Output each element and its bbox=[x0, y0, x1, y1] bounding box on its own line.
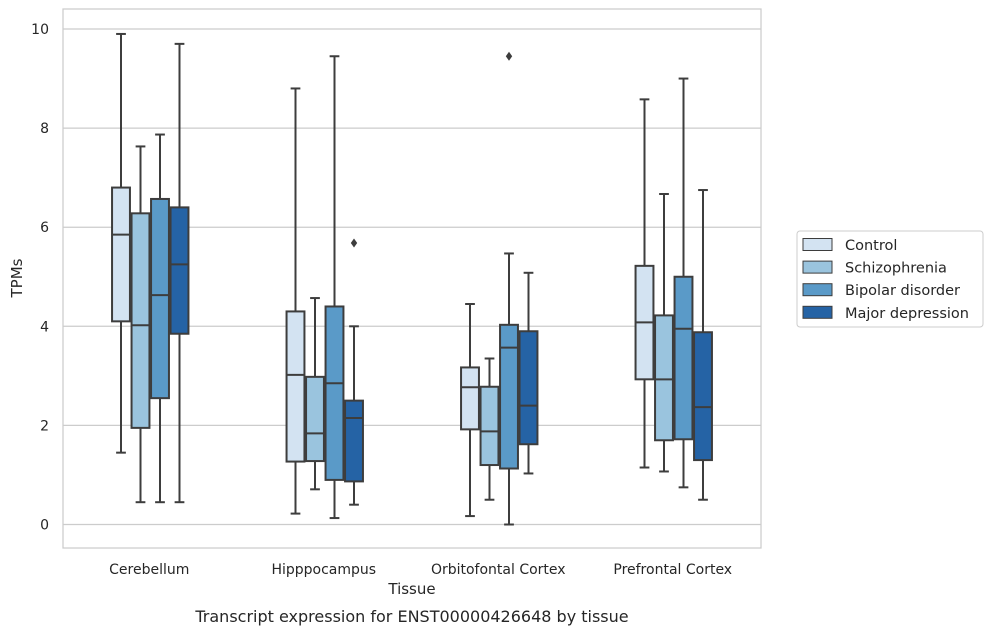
box-body bbox=[499, 323, 519, 470]
box-control bbox=[634, 98, 655, 469]
box-bipolar-disorder bbox=[324, 55, 345, 520]
legend-label: Major depression bbox=[845, 306, 969, 322]
box-body bbox=[305, 375, 325, 463]
y-tick-label: 8 bbox=[40, 121, 49, 137]
box-major-depression bbox=[693, 189, 713, 501]
chart-caption: Transcript expression for ENST0000042664… bbox=[194, 607, 628, 626]
box-schizophrenia bbox=[305, 297, 325, 491]
box-body bbox=[169, 206, 190, 335]
x-tick-labels: Cerebellum Hipppocampus Orbitofontal Corte… bbox=[109, 562, 732, 578]
box-body bbox=[518, 330, 539, 446]
box-body bbox=[654, 314, 674, 442]
box-bipolar-disorder bbox=[150, 133, 170, 504]
box-body bbox=[285, 310, 306, 463]
box-body bbox=[344, 399, 364, 483]
box-body bbox=[111, 186, 131, 323]
box-body bbox=[324, 305, 345, 481]
outlier-point bbox=[505, 51, 513, 61]
legend-frame bbox=[796, 230, 984, 328]
y-tick-label: 4 bbox=[40, 319, 49, 335]
legend: Control Schizophrenia Bipolar disorder Majo… bbox=[796, 230, 984, 328]
box-schizophrenia bbox=[479, 357, 500, 501]
box-major-depression bbox=[344, 238, 364, 506]
y-tick-label: 10 bbox=[31, 22, 49, 38]
legend-label: Bipolar disorder bbox=[845, 283, 960, 299]
box-body bbox=[460, 366, 480, 431]
box-schizophrenia bbox=[130, 145, 151, 504]
legend-swatch bbox=[802, 260, 833, 274]
legend-swatch bbox=[802, 238, 833, 251]
legend-label: Schizophrenia bbox=[845, 261, 947, 277]
box-bipolar-disorder bbox=[673, 77, 694, 489]
legend-label: Control bbox=[845, 238, 897, 254]
box-body bbox=[693, 331, 713, 462]
y-tick-label: 2 bbox=[40, 418, 49, 434]
plot-frame bbox=[62, 8, 762, 549]
x-tick-label: Cerebellum bbox=[109, 562, 189, 578]
box-major-depression bbox=[518, 271, 539, 475]
y-tick-label: 6 bbox=[40, 220, 49, 236]
y-axis-label: TPMs bbox=[8, 258, 26, 298]
x-tick-label: Orbitofontal Cortex bbox=[431, 562, 566, 578]
x-tick-label: Hipppocampus bbox=[271, 562, 376, 578]
box-body bbox=[673, 275, 694, 441]
box-schizophrenia bbox=[654, 193, 674, 473]
box-bipolar-disorder bbox=[499, 51, 519, 526]
y-tick-label: 0 bbox=[40, 518, 49, 534]
box-major-depression bbox=[169, 42, 190, 504]
box-control bbox=[285, 87, 306, 515]
legend-swatch bbox=[802, 283, 833, 297]
box-groups bbox=[111, 32, 713, 526]
x-tick-label: Prefrontal Cortex bbox=[613, 562, 732, 578]
legend-swatch bbox=[802, 305, 833, 319]
x-axis-label: Tissue bbox=[387, 580, 435, 598]
box-control bbox=[111, 32, 131, 454]
outlier-point bbox=[350, 238, 358, 248]
box-body bbox=[150, 197, 170, 400]
y-tick-labels: 0 2 4 6 8 10 bbox=[31, 22, 49, 534]
box-body bbox=[130, 212, 151, 429]
box-body bbox=[479, 385, 500, 467]
box-control bbox=[460, 303, 480, 518]
